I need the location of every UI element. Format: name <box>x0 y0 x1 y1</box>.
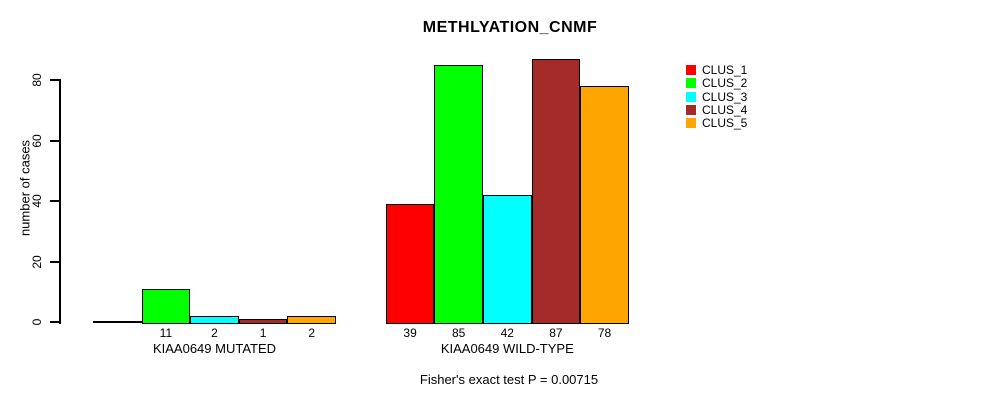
bar-value-label: 11 <box>159 326 173 340</box>
bar-value-label: 42 <box>500 326 514 340</box>
bar-clus-4-mutated <box>238 318 288 324</box>
legend: CLUS_1 CLUS_2 CLUS_3 CLUS_4 CLUS_5 <box>686 63 748 131</box>
legend-label: CLUS_2 <box>702 76 748 91</box>
legend-label: CLUS_1 <box>702 63 748 77</box>
group-label: KIAA0649 WILD-TYPE <box>440 341 574 356</box>
y-tick-label: 80 <box>30 73 44 87</box>
y-tick <box>50 200 60 202</box>
group-label: KIAA0649 MUTATED <box>152 341 277 356</box>
bar-clus-5-wild-type <box>580 86 629 324</box>
bar-value-label: 78 <box>597 326 612 340</box>
fisher-test-annotation: Fisher's exact test P = 0.00715 <box>419 372 599 387</box>
legend-item: CLUS_2 <box>686 76 748 91</box>
bar-clus-1-wild-type <box>385 204 435 324</box>
bar-value-label: 85 <box>452 326 466 340</box>
bar-clus-2-wild-type <box>434 64 483 324</box>
legend-item: CLUS_4 <box>686 102 748 117</box>
y-axis <box>59 79 61 324</box>
y-tick-label: 40 <box>30 194 44 208</box>
bar-clus-4-wild-type <box>531 58 581 324</box>
legend-swatch-clus-3 <box>686 91 696 102</box>
legend-swatch-clus-4 <box>686 104 696 115</box>
bar-value-label: 2 <box>308 326 316 340</box>
legend-label: CLUS_3 <box>702 89 748 104</box>
y-tick-label: 20 <box>30 254 44 269</box>
y-tick <box>50 139 60 142</box>
bar-clus-3-mutated <box>190 315 239 324</box>
y-tick <box>50 79 60 81</box>
bar-value-label: 87 <box>549 326 563 340</box>
bar-clus-5-mutated <box>287 315 336 324</box>
legend-label: CLUS_4 <box>702 102 748 117</box>
bar-value-label: 1 <box>259 326 267 340</box>
bar-value-label: 39 <box>403 326 417 340</box>
legend-label: CLUS_5 <box>702 116 748 131</box>
y-axis-label: number of cases <box>17 139 33 237</box>
bar-clus-1-zero <box>93 321 143 323</box>
legend-item: CLUS_1 <box>686 63 748 77</box>
bar-clus-3-wild-type <box>483 194 532 324</box>
bar-clus-2-mutated <box>141 288 191 324</box>
legend-swatch-clus-5 <box>686 118 696 129</box>
legend-swatch-clus-2 <box>686 78 696 89</box>
y-tick-label: 60 <box>30 133 44 148</box>
legend-item: CLUS_5 <box>686 116 748 131</box>
legend-item: CLUS_3 <box>686 89 748 104</box>
y-tick <box>50 321 60 323</box>
y-tick <box>50 260 60 263</box>
legend-swatch-clus-1 <box>686 65 696 75</box>
y-tick-label: 0 <box>30 318 44 326</box>
bar-value-label: 2 <box>211 326 218 340</box>
chart-title: METHLYATION_CNMF <box>422 19 598 36</box>
